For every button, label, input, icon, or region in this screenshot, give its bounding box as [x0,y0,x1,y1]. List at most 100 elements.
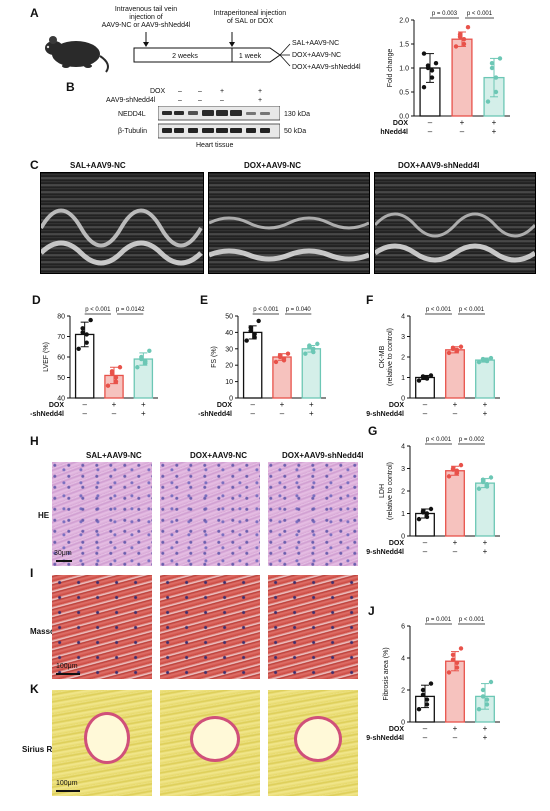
y-tick-label: 70 [57,334,65,341]
data-point [428,506,434,512]
bar [475,482,495,537]
panel-label-j: J [368,604,375,618]
wb-dox-4: + [258,88,263,95]
data-point [450,652,456,657]
p-value-label: p = 0.001 [426,617,452,623]
aav-sign: – [453,733,458,742]
data-point [489,61,495,66]
y-tick-label: 1.5 [399,42,409,49]
data-point [248,328,253,333]
data-point [433,61,439,66]
y-tick-label: 50 [225,314,233,321]
data-point [424,697,430,702]
data-point [453,44,459,49]
wb-aav-1: – [178,97,182,104]
aav-sign: + [141,409,146,418]
bar [445,470,465,537]
aav-sign: + [483,733,488,742]
chart-fs: 0 10 20 30 40 50 FS (%) p < 0.001 p = 0.040 DOX AA… [198,307,326,418]
y-tick-label: 0.5 [399,90,409,97]
panel-label-k: K [30,682,39,696]
panel-label-f: F [366,293,374,307]
data-point [484,697,490,702]
row-label-dox: DOX [217,402,233,409]
bar [301,348,322,399]
histo-title-3: DOX+AAV9-shNedd4l [282,451,364,460]
data-point [315,341,320,347]
echo-image-dox [208,172,370,274]
data-point [493,75,499,80]
data-point [421,51,427,56]
dox-sign: + [483,400,488,409]
y-tick-label: 0.0 [399,114,409,121]
data-point [489,65,495,71]
aav-sign: – [423,733,428,742]
bar [475,359,495,399]
data-point [454,665,460,670]
data-point [281,356,287,361]
y-tick-label: 10 [225,379,233,386]
group-2: DOX+AAV9-NC [292,52,342,59]
data-point [416,516,422,522]
he-scale-label: 30μm [54,550,72,557]
panel-label-b: B [66,80,75,94]
data-point [256,318,261,324]
panel-label-h: H [30,434,39,448]
y-tick-label: 2 [401,355,405,362]
y-axis-label: LDH [379,484,386,498]
data-point [450,345,456,350]
wb-row-dox: DOX [150,88,166,95]
panel-label-c: C [30,158,39,172]
data-point [476,707,482,712]
data-point [461,37,467,42]
data-point [248,325,253,330]
data-point [105,383,111,388]
data-point [480,694,486,699]
dox-sign: – [82,400,87,409]
data-point [461,41,467,47]
wb-band-nedd4l: NEDD4L [118,111,146,118]
y-axis-label: (relative to control) [387,462,394,520]
p-value-label: p < 0.001 [253,307,279,313]
ip-label-1: Intraperitoneal injection [213,10,287,17]
p-value-label: p < 0.001 [459,617,485,623]
row-label-aav: AAV9-shNedd4l [198,411,232,418]
injection-label-3: AAV9-NC or AAV9-shNedd4l [101,22,191,29]
y-tick-label: 0 [401,720,405,727]
data-point [484,357,490,363]
wb-dox-1: – [178,88,182,95]
mouse-icon [45,36,109,73]
sirius-image-dox [160,690,260,796]
data-point [84,340,89,345]
data-point [80,330,85,335]
wb-kda-130: 130 kDa [284,111,311,118]
data-point [76,346,81,351]
data-point [457,32,463,37]
group-3: DOX+AAV9-shNedd4l [292,64,361,71]
echo-image-rescue [373,172,537,274]
data-point [480,687,486,693]
data-point [80,326,85,331]
data-point [84,332,89,337]
chart-fold-change: 0.0 0.5 1.0 1.5 2.0 Fold change p = 0.003 p < 0… [380,11,510,136]
dox-sign: + [309,400,314,409]
row-label-masson: Masson [30,627,60,636]
data-point [428,373,434,378]
data-point [244,338,249,343]
row-label-sirius: Sirius Red [22,745,62,754]
dox-sign: – [428,118,433,127]
p-value-label: p < 0.001 [85,307,111,313]
wb-caption: Heart tissue [196,142,234,149]
y-tick-label: 3 [401,334,405,341]
aav-sign: – [423,409,428,418]
row-label-aav: AAV9-shNedd4l [366,411,404,418]
data-point [139,354,144,360]
data-point [480,477,486,482]
echo-title-2: DOX+AAV9-NC [244,161,301,170]
y-tick-label: 40 [57,396,65,403]
data-point [424,702,430,707]
data-point [446,670,452,675]
masson-image-sal [52,575,152,679]
data-point [465,25,471,30]
y-tick-label: 50 [57,375,65,382]
